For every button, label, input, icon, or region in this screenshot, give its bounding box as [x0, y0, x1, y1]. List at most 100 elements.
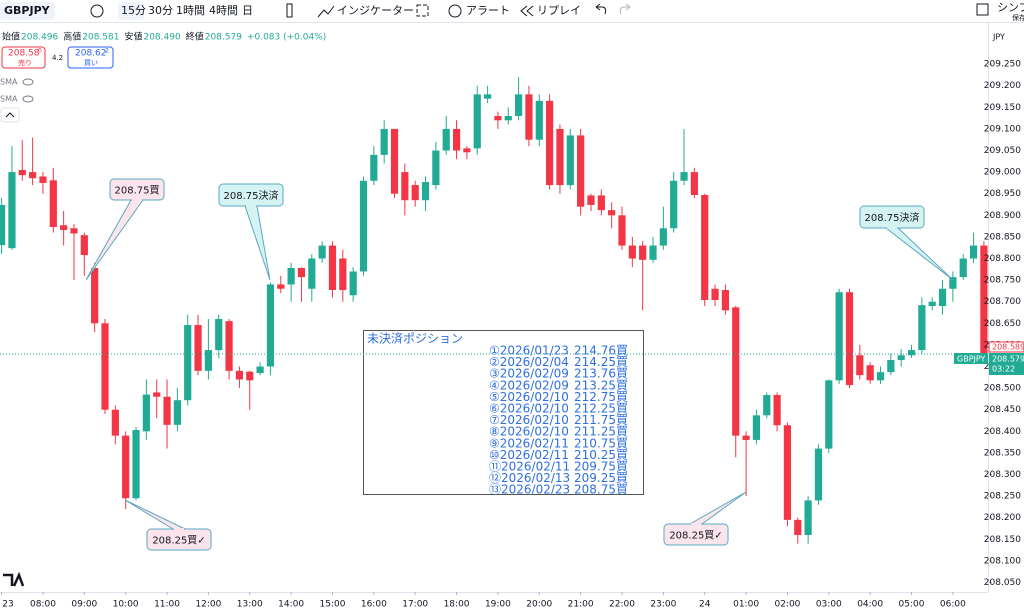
save[interactable]: 保存 [1012, 13, 1024, 22]
candle-body [277, 284, 285, 289]
candle-body [111, 409, 119, 436]
redo[interactable] [619, 3, 631, 15]
sell-sup[interactable]: 0 [38, 48, 42, 55]
symbol-box[interactable] [0, 2, 55, 20]
x-tick-label: 17:00 [402, 600, 428, 610]
replay[interactable]: リプレイ [537, 4, 581, 17]
interval[interactable]: 日 [242, 4, 253, 17]
visibility-icon[interactable] [22, 78, 34, 86]
candle-body [969, 245, 978, 259]
buy-button[interactable] [67, 46, 114, 69]
x-tick-label: 24 [699, 600, 711, 610]
candle-body [246, 371, 254, 381]
y-tick-label: 209.100 [984, 124, 1021, 134]
callouts: 208.75買 208.75決済 208.25買✓ 208.25買✓ 208.75決済 [85, 178, 954, 551]
indicators[interactable]: インジケーター [337, 4, 414, 17]
candle-body [184, 325, 192, 401]
position-price: 209.75買 [574, 460, 628, 474]
symbol-tag-label: GBPJPY [957, 354, 986, 363]
position-date: ①2026/01/23 [489, 344, 569, 358]
interval[interactable]: 30分 [148, 4, 173, 17]
buy-label[interactable]: 買い [84, 59, 98, 67]
layout-name[interactable]: シンプ [997, 1, 1024, 14]
y-tick-label: 208.400 [984, 427, 1021, 437]
interval[interactable]: 4時間 [209, 4, 238, 17]
y-tick-label: 208.800 [984, 254, 1021, 264]
symbol[interactable]: GBPJPY [4, 4, 51, 17]
candle-body [287, 268, 295, 285]
y-tick-label: 208.850 [984, 232, 1021, 242]
ohlc-value: 208.490 [143, 33, 180, 43]
alert[interactable]: アラート [466, 4, 510, 17]
candle-body [773, 395, 781, 426]
positions-rows: ①2026/01/23 214.76買 ②2026/02/04 214.25買 ③202… [489, 344, 628, 497]
ask-box [988, 341, 1024, 353]
visibility-icon[interactable] [22, 95, 34, 103]
position-date: ⑩2026/02/11 [489, 448, 569, 462]
positions-title: 未決済ポジション [367, 331, 463, 346]
candle-body [70, 228, 78, 234]
indicator-icon[interactable] [317, 5, 335, 18]
position-price: 211.25買 [574, 425, 628, 439]
chart-type-icon[interactable] [286, 3, 293, 18]
layout-icon[interactable] [416, 4, 429, 17]
y-tick-label: 208.350 [984, 448, 1021, 458]
buy-sup[interactable]: 2 [105, 48, 109, 55]
candle-body [483, 94, 492, 99]
replay-icon[interactable] [520, 5, 534, 17]
position-price: 213.76買 [574, 367, 628, 381]
candle-body [680, 172, 688, 181]
y-tick-label: 209.150 [984, 103, 1021, 113]
sell-button[interactable] [1, 46, 46, 69]
candle-body [390, 128, 399, 194]
interval[interactable]: 1時間 [176, 4, 205, 17]
interval[interactable]: 15分 [121, 4, 146, 17]
candle-body [297, 268, 306, 278]
candle-body [142, 394, 150, 432]
candle-body [49, 180, 57, 227]
sell-label[interactable]: 売り [18, 58, 32, 67]
y-tick-label: 208.300 [984, 470, 1021, 480]
x-tick-label: 18:00 [444, 600, 470, 610]
y-tick-label: 208.950 [984, 189, 1021, 199]
y-tick-label: 209.050 [984, 146, 1021, 156]
y-tick-label: 209.200 [984, 81, 1021, 91]
candle-body [566, 135, 574, 186]
candle-body [556, 128, 564, 186]
interval-active[interactable] [118, 2, 144, 20]
ohlc-label: 始値 [2, 31, 20, 43]
y-tick-label: 208.150 [984, 535, 1021, 545]
indicator-name: SMA [0, 95, 18, 104]
candle-body [845, 292, 854, 386]
buy-price[interactable]: 208.62 [75, 49, 107, 59]
candle-body [401, 172, 409, 201]
y-tick-label: 209.250 [984, 60, 1021, 70]
candle-body [421, 182, 430, 201]
alert-icon[interactable] [448, 4, 462, 18]
callout-text: 208.75買 [115, 185, 160, 197]
candle-body [153, 392, 161, 397]
candle-body [711, 288, 719, 300]
collapse-button[interactable] [0, 107, 20, 123]
callout-text: 208.25買✓ [152, 535, 205, 547]
position-date: ④2026/02/09 [489, 378, 569, 392]
candle-body [411, 185, 419, 201]
layout-box[interactable] [976, 3, 989, 16]
add-symbol[interactable] [90, 4, 104, 18]
candle-body [649, 245, 657, 260]
candle-body [835, 292, 843, 381]
collapse-icon [5, 112, 15, 118]
undo[interactable] [595, 3, 607, 15]
sell-price[interactable]: 208.58 [8, 49, 40, 59]
candle-body [783, 425, 792, 520]
candle-body [866, 365, 874, 381]
ohlc-label: 終値 [186, 31, 204, 43]
x-tick-label: 06:00 [940, 600, 966, 610]
candle-body [701, 195, 709, 300]
y-tick-label: 208.450 [984, 405, 1021, 415]
y-tick-label: 208.500 [984, 384, 1021, 394]
candle-body [546, 100, 554, 186]
candle-body [359, 180, 368, 272]
indicator-name: SMA [0, 78, 18, 87]
x-tick-label: 01:00 [733, 600, 759, 610]
